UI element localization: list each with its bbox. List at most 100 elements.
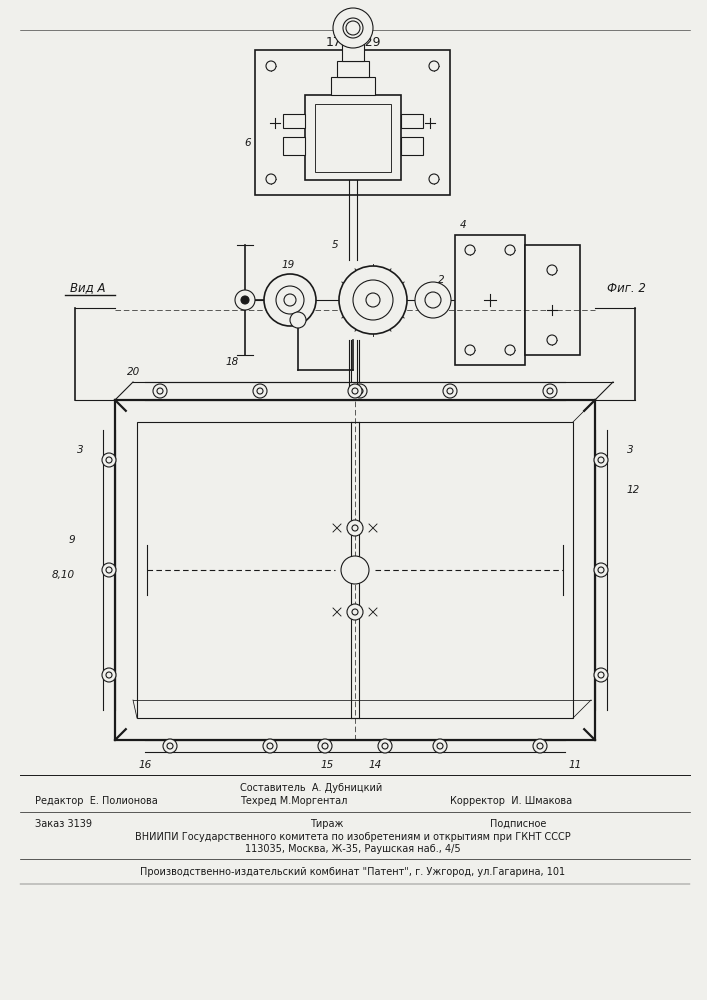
- Bar: [255, 50, 450, 195]
- Circle shape: [533, 739, 547, 753]
- Text: Техред М.Моргентал: Техред М.Моргентал: [240, 796, 347, 806]
- Text: 15: 15: [320, 760, 334, 770]
- Circle shape: [594, 453, 608, 467]
- Circle shape: [594, 563, 608, 577]
- Text: 16: 16: [139, 760, 151, 770]
- Bar: [525, 245, 580, 355]
- Circle shape: [339, 266, 407, 334]
- Circle shape: [547, 335, 557, 345]
- Circle shape: [594, 668, 608, 682]
- Text: 19: 19: [281, 260, 295, 270]
- Text: 5: 5: [332, 240, 339, 250]
- Text: 11: 11: [568, 760, 582, 770]
- Circle shape: [257, 388, 263, 394]
- Text: 3: 3: [76, 445, 83, 455]
- Bar: [331, 77, 375, 95]
- Circle shape: [447, 388, 453, 394]
- Text: Вид A: Вид A: [70, 282, 106, 294]
- Circle shape: [322, 743, 328, 749]
- Circle shape: [333, 8, 373, 48]
- Circle shape: [465, 345, 475, 355]
- Text: 113035, Москва, Ж-35, Раушская наб., 4/5: 113035, Москва, Ж-35, Раушская наб., 4/5: [245, 844, 461, 854]
- Circle shape: [102, 453, 116, 467]
- Text: Составитель  А. Дубницкий: Составитель А. Дубницкий: [240, 783, 382, 793]
- Circle shape: [352, 609, 358, 615]
- Text: 1759529: 1759529: [325, 35, 381, 48]
- Circle shape: [102, 563, 116, 577]
- Text: 3: 3: [626, 445, 633, 455]
- Circle shape: [353, 280, 393, 320]
- Circle shape: [443, 384, 457, 398]
- Circle shape: [276, 286, 304, 314]
- Circle shape: [433, 739, 447, 753]
- Bar: [283, 114, 305, 128]
- Bar: [283, 137, 305, 155]
- Bar: [401, 114, 423, 128]
- Circle shape: [348, 384, 362, 398]
- Circle shape: [505, 345, 515, 355]
- Text: Корректор  И. Шмакова: Корректор И. Шмакова: [450, 796, 572, 806]
- Circle shape: [346, 21, 360, 35]
- Circle shape: [102, 668, 116, 682]
- Circle shape: [106, 672, 112, 678]
- Circle shape: [266, 174, 276, 184]
- Circle shape: [425, 292, 441, 308]
- Circle shape: [263, 739, 277, 753]
- Circle shape: [157, 388, 163, 394]
- Text: 4: 4: [460, 220, 467, 230]
- Circle shape: [264, 274, 316, 326]
- Circle shape: [290, 312, 306, 328]
- Text: 2: 2: [438, 275, 445, 285]
- Bar: [401, 137, 423, 155]
- Text: ВНИИПИ Государственного комитета по изобретениям и открытиям при ГКНТ СССР: ВНИИПИ Государственного комитета по изоб…: [135, 832, 571, 842]
- Bar: [455, 235, 525, 365]
- Bar: [315, 104, 391, 172]
- Circle shape: [343, 18, 363, 38]
- Text: 12: 12: [626, 485, 640, 495]
- Bar: [342, 39, 364, 61]
- Circle shape: [547, 265, 557, 275]
- Bar: [137, 422, 573, 718]
- Circle shape: [253, 384, 267, 398]
- Circle shape: [543, 384, 557, 398]
- Text: Фиг. 2: Фиг. 2: [607, 282, 645, 294]
- Circle shape: [163, 739, 177, 753]
- Circle shape: [366, 293, 380, 307]
- Circle shape: [353, 384, 367, 398]
- Circle shape: [153, 384, 167, 398]
- Text: 8,10: 8,10: [52, 570, 75, 580]
- Circle shape: [465, 245, 475, 255]
- Circle shape: [437, 743, 443, 749]
- Circle shape: [318, 739, 332, 753]
- Circle shape: [537, 743, 543, 749]
- Circle shape: [267, 743, 273, 749]
- Circle shape: [106, 457, 112, 463]
- Text: Подписное: Подписное: [490, 819, 547, 829]
- Circle shape: [357, 388, 363, 394]
- Text: 20: 20: [127, 367, 140, 377]
- Bar: [115, 400, 595, 740]
- Circle shape: [429, 174, 439, 184]
- Circle shape: [378, 739, 392, 753]
- Circle shape: [235, 290, 255, 310]
- Text: Редактор  Е. Полионова: Редактор Е. Полионова: [35, 796, 158, 806]
- Circle shape: [598, 457, 604, 463]
- Circle shape: [167, 743, 173, 749]
- Circle shape: [106, 567, 112, 573]
- Circle shape: [347, 520, 363, 536]
- Circle shape: [347, 604, 363, 620]
- Text: 9: 9: [69, 535, 75, 545]
- Circle shape: [429, 61, 439, 71]
- Text: 14: 14: [368, 760, 382, 770]
- Circle shape: [284, 294, 296, 306]
- Text: Производственно-издательский комбинат "Патент", г. Ужгород, ул.Гагарина, 101: Производственно-издательский комбинат "П…: [141, 867, 566, 877]
- Bar: [337, 61, 369, 77]
- Text: 6: 6: [245, 138, 251, 148]
- Circle shape: [505, 245, 515, 255]
- Circle shape: [382, 743, 388, 749]
- Circle shape: [241, 296, 249, 304]
- Text: 18: 18: [226, 357, 239, 367]
- Circle shape: [352, 388, 358, 394]
- Circle shape: [547, 388, 553, 394]
- Circle shape: [415, 282, 451, 318]
